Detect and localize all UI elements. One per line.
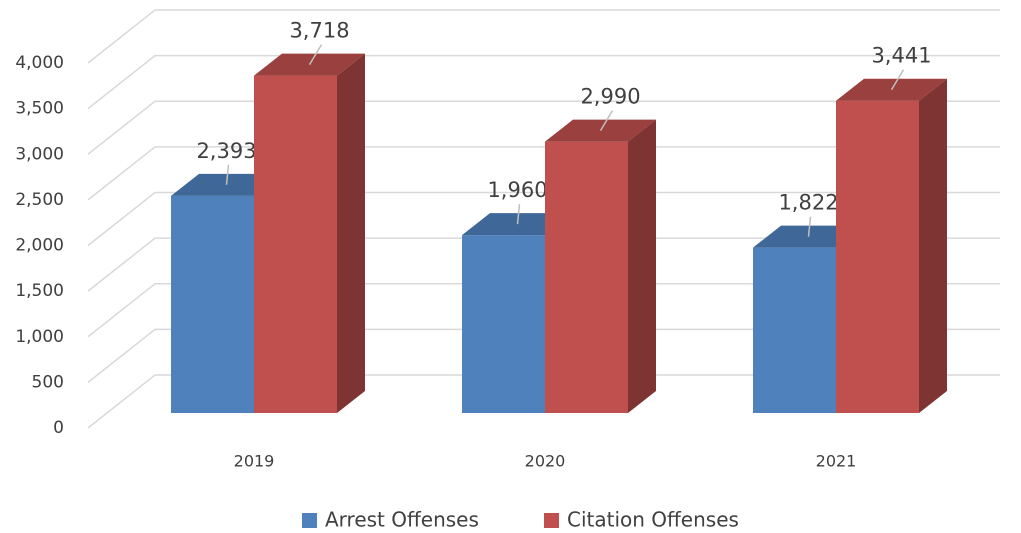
data-label: 1,960 [487,178,547,202]
bar-side [919,78,947,413]
bar-front [254,75,337,414]
grid-line [87,54,1000,110]
grid-line [87,191,1000,247]
leader-line [890,69,905,91]
legend-label: Citation Offenses [567,508,739,532]
x-tick-label: 2021 [816,452,857,471]
grid-line [87,328,1000,383]
bar-side [337,53,365,414]
grid-line [87,283,1000,338]
data-label: 1,822 [778,191,838,215]
leader-line [308,44,323,65]
x-tick-label: 2020 [525,452,566,471]
leader-line [807,216,812,237]
bar-front [836,100,919,413]
y-tick-label: 500 [32,372,64,392]
grid-line [87,9,1000,64]
bar-side [628,119,656,413]
bar-front [171,195,254,413]
y-tick-label: 0 [53,418,64,438]
leader-line [225,164,230,185]
legend-swatch [302,513,317,528]
legend-swatch [544,513,559,528]
legend-label: Arrest Offenses [325,508,479,532]
data-label: 3,441 [871,44,931,68]
data-label: 2,990 [580,85,640,109]
leader-line [599,110,614,132]
y-tick-label: 2,500 [15,190,64,210]
bar-front [753,247,836,413]
y-tick-label: 1,500 [15,281,64,301]
grid-line [87,146,1000,201]
x-tick-label: 2019 [234,452,275,471]
bar-front [545,141,628,413]
leader-line [516,204,521,225]
grid-line [87,237,1000,292]
y-tick-label: 3,500 [15,99,64,119]
y-tick-label: 2,000 [15,236,64,256]
y-tick-label: 4,000 [15,53,64,73]
y-tick-label: 3,000 [15,144,64,164]
bar-front [462,235,545,413]
y-tick-label: 1,000 [15,327,64,347]
data-label: 3,718 [289,19,349,43]
grid-line [87,100,1000,155]
data-label: 2,393 [196,139,256,163]
grid-line [87,374,1000,429]
